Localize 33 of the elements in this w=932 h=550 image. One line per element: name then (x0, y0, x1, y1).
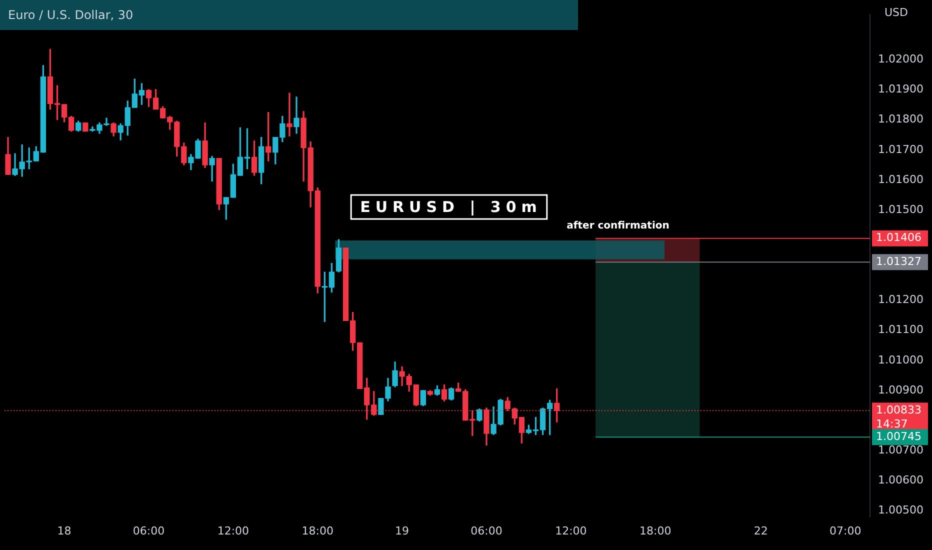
annotation: after confirmation (566, 220, 670, 232)
x-tick-label: 12:00 (217, 524, 250, 538)
x-tick-label: 06:00 (132, 524, 165, 538)
x-tick-label: 18:00 (640, 524, 672, 538)
x-tick-label: 18 (57, 524, 72, 538)
ref-line-label: 1.00833 (876, 404, 922, 417)
y-tick-label: 1.01600 (878, 172, 924, 186)
y-tick-label: 1.01000 (878, 353, 924, 366)
y-tick-label: 1.01700 (878, 142, 924, 156)
annotation: EURUSD | 30m (360, 198, 542, 216)
ref-line-label: 1.01327 (876, 254, 922, 268)
ref-line-label: 1.00745 (876, 430, 922, 443)
y-axis-title: USD (884, 6, 908, 19)
y-tick-label: 1.00500 (878, 504, 924, 517)
y-tick-label: 1.01500 (878, 202, 924, 216)
y-tick-label: 1.01100 (878, 323, 924, 336)
y-tick-label: 1.01900 (878, 82, 924, 96)
y-tick-label: 1.01200 (878, 293, 924, 306)
y-tick-label: 1.02000 (878, 52, 924, 66)
ref-line-label: 1.01406 (876, 231, 922, 244)
y-tick-label: 1.01800 (878, 112, 924, 126)
chart-title: Euro / U.S. Dollar, 30 (8, 7, 134, 24)
x-tick-label: 07:00 (830, 524, 862, 538)
candlestick (286, 92, 292, 136)
x-tick-label: 06:00 (470, 524, 502, 538)
x-tick-label: 18:00 (302, 524, 334, 538)
x-tick-label: 12:00 (555, 524, 587, 538)
y-tick-label: 1.00700 (878, 444, 924, 456)
x-tick-label: 22 (754, 524, 768, 538)
y-tick-label: 1.00900 (878, 383, 924, 396)
x-tick-label: 19 (395, 524, 410, 538)
text: 14:37 (876, 418, 908, 431)
y-tick-label: 1.00600 (878, 474, 924, 487)
